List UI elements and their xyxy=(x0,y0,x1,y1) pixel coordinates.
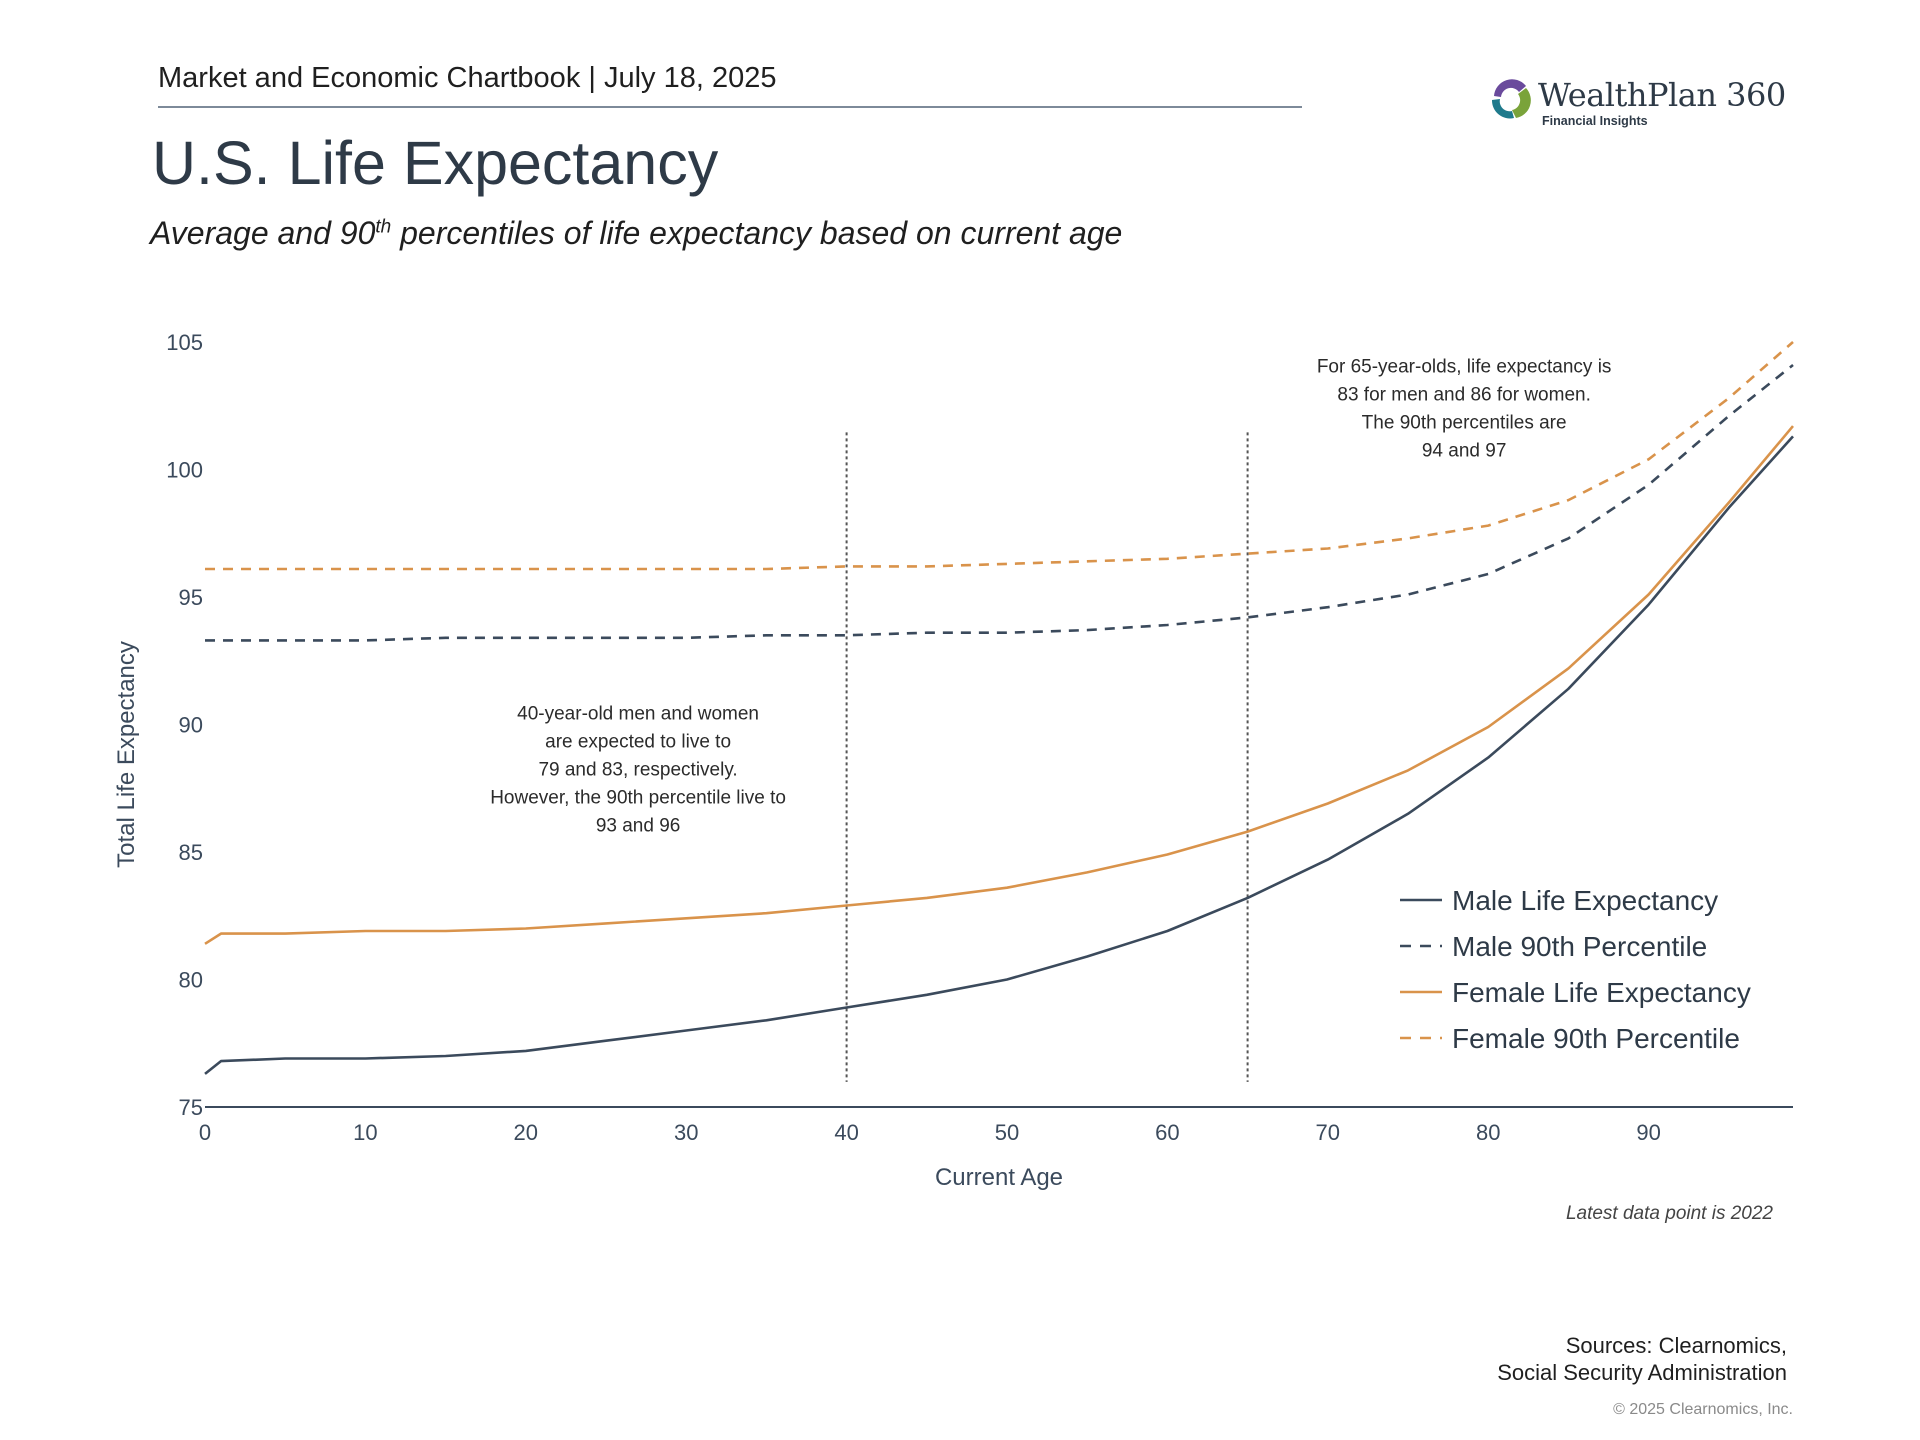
x-tick-label: 40 xyxy=(834,1120,858,1145)
chart-note: Latest data point is 2022 xyxy=(1566,1203,1773,1224)
x-tick-label: 70 xyxy=(1316,1120,1340,1145)
axes: 0 10 20 30 40 50 60 70 80 90 75 80 85 90 95 100 105 Curre… xyxy=(113,330,1793,1191)
legend-label: Male 90th Percentile xyxy=(1452,931,1707,962)
legend-label: Female Life Expectancy xyxy=(1452,977,1751,1008)
subtitle-start: Average and 90 xyxy=(150,215,376,251)
series-line-male-life-expectancy xyxy=(204,435,1794,1075)
series-lines xyxy=(204,341,1794,1075)
y-tick-label: 85 xyxy=(179,840,203,865)
logo-tagline: Financial Insights xyxy=(1542,114,1648,128)
copyright: © 2025 Clearnomics, Inc. xyxy=(1613,1401,1793,1418)
sources: Sources: Clearnomics, Social Security Ad… xyxy=(1497,1332,1787,1386)
series-line-female-life-expectancy xyxy=(204,425,1794,945)
y-tick-label: 95 xyxy=(179,585,203,610)
y-tick-label: 105 xyxy=(166,330,203,355)
wealthplan-logo: WealthPlan 360 Financial Insights xyxy=(1486,74,1786,130)
legend-item: Male 90th Percentile xyxy=(1400,931,1707,962)
chart-legend: Male Life Expectancy Male 90th Percentile… xyxy=(1400,885,1751,1054)
x-axis-label: Current Age xyxy=(935,1164,1063,1191)
y-tick-label: 100 xyxy=(166,458,203,483)
y-tick-label: 80 xyxy=(179,968,203,993)
annotation-line: 79 and 83, respectively. xyxy=(538,759,737,780)
x-tick-label: 10 xyxy=(353,1120,377,1145)
reference-lines xyxy=(845,432,1249,1082)
annotation-2: For 65-year-olds, life expectancy is 83 f… xyxy=(1317,357,1612,462)
subtitle-superscript: th xyxy=(375,216,392,238)
y-axis-label: Total Life Expectancy xyxy=(113,641,140,868)
annotation-1: 40-year-old men and women are expected to… xyxy=(490,703,786,836)
annotation-line: 83 for men and 86 for women. xyxy=(1337,385,1590,406)
annotation-line: are expected to live to xyxy=(545,731,731,752)
sources-line-2: Social Security Administration xyxy=(1497,1360,1787,1385)
y-tick-label: 90 xyxy=(179,713,203,738)
header-divider xyxy=(158,106,1302,108)
x-tick-label: 90 xyxy=(1636,1120,1660,1145)
x-tick-label: 0 xyxy=(199,1120,211,1145)
x-tick-label: 80 xyxy=(1476,1120,1500,1145)
legend-label: Male Life Expectancy xyxy=(1452,885,1718,916)
legend-item: Female Life Expectancy xyxy=(1400,977,1751,1008)
x-tick-label: 60 xyxy=(1155,1120,1179,1145)
legend-item: Male Life Expectancy xyxy=(1400,885,1718,916)
annotation-line: 94 and 97 xyxy=(1422,441,1507,462)
annotations: 40-year-old men and women are expected to… xyxy=(490,357,1611,837)
annotation-line: For 65-year-olds, life expectancy is xyxy=(1317,357,1612,378)
legend-item: Female 90th Percentile xyxy=(1400,1023,1740,1054)
subtitle-end: percentiles of life expectancy based on … xyxy=(391,215,1123,251)
x-tick-label: 30 xyxy=(674,1120,698,1145)
x-tick-label: 20 xyxy=(514,1120,538,1145)
legend-label: Female 90th Percentile xyxy=(1452,1023,1740,1054)
page-title: U.S. Life Expectancy xyxy=(152,129,719,197)
page-subtitle: Average and 90th percentiles of life exp… xyxy=(150,215,1122,252)
y-tick-label: 75 xyxy=(179,1095,203,1120)
sources-line-1: Sources: Clearnomics, xyxy=(1565,1333,1787,1358)
chartbook-header: Market and Economic Chartbook | July 18,… xyxy=(158,62,777,94)
annotation-line: The 90th percentiles are xyxy=(1362,413,1567,434)
annotation-line: 40-year-old men and women xyxy=(517,703,759,724)
annotation-line: 93 and 96 xyxy=(596,815,681,836)
series-line-female-90th-percentile xyxy=(205,341,1794,571)
series-line-male-90th-percentile xyxy=(205,363,1794,642)
logo-mark-icon xyxy=(1491,79,1531,119)
annotation-line: However, the 90th percentile live to xyxy=(490,787,786,808)
x-tick-label: 50 xyxy=(995,1120,1019,1145)
logo-name: WealthPlan 360 xyxy=(1538,76,1786,114)
